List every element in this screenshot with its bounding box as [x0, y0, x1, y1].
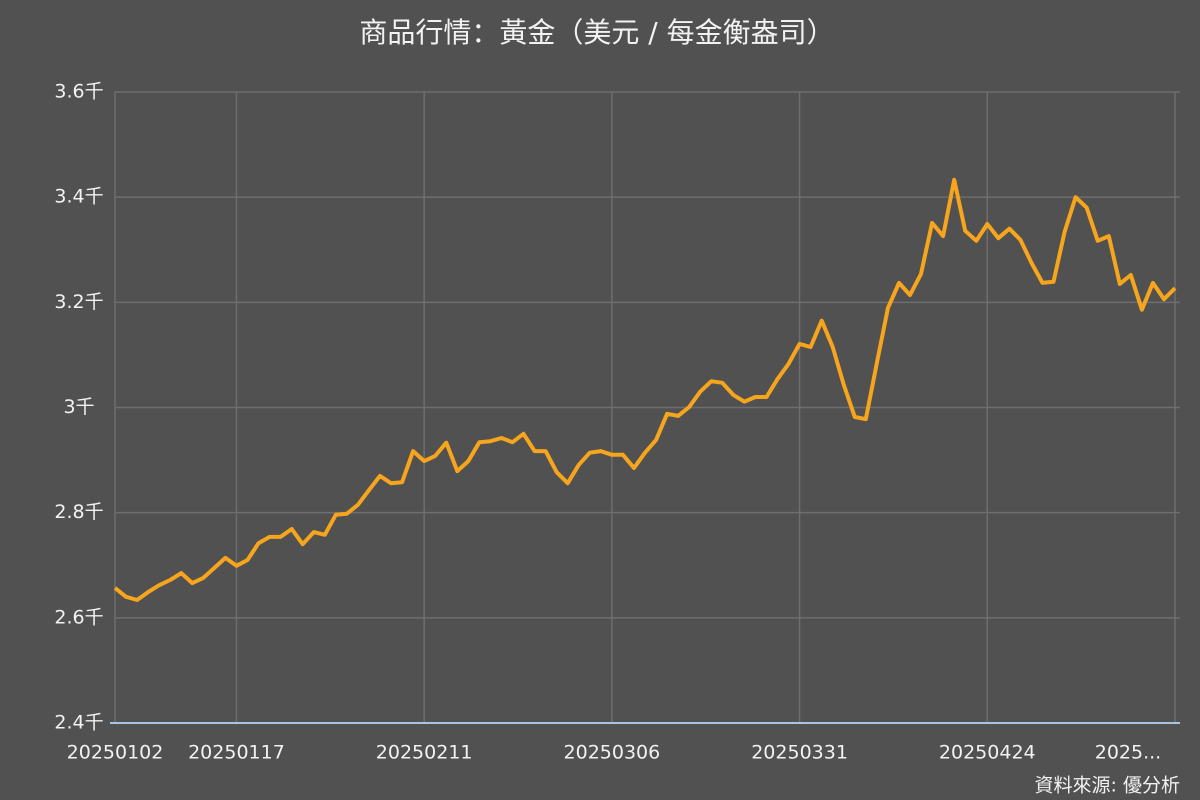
x-tick-label: 20250211 — [376, 742, 473, 764]
y-tick-label: 3.4千 — [54, 186, 103, 208]
y-tick-label: 3.6千 — [54, 81, 103, 103]
y-tick-label: 3.2千 — [54, 291, 103, 313]
x-tick-label: 2025... — [1095, 742, 1161, 764]
chart-title: 商品行情：黃金（美元 / 每金衡盎司） — [359, 16, 834, 49]
y-tick-label: 3千 — [63, 396, 94, 418]
x-tick-label: 20250306 — [564, 742, 661, 764]
y-tick-label: 2.4千 — [54, 712, 103, 734]
x-tick-label: 20250424 — [939, 742, 1036, 764]
x-tick-label: 20250331 — [751, 742, 848, 764]
y-tick-label: 2.6千 — [54, 606, 103, 628]
x-tick-label: 20250102 — [67, 742, 164, 764]
x-tick-label: 20250117 — [188, 742, 285, 764]
price-line — [113, 177, 1177, 602]
y-tick-label: 2.8千 — [54, 501, 103, 523]
source-note: 資料來源: 優分析 — [1035, 775, 1180, 797]
